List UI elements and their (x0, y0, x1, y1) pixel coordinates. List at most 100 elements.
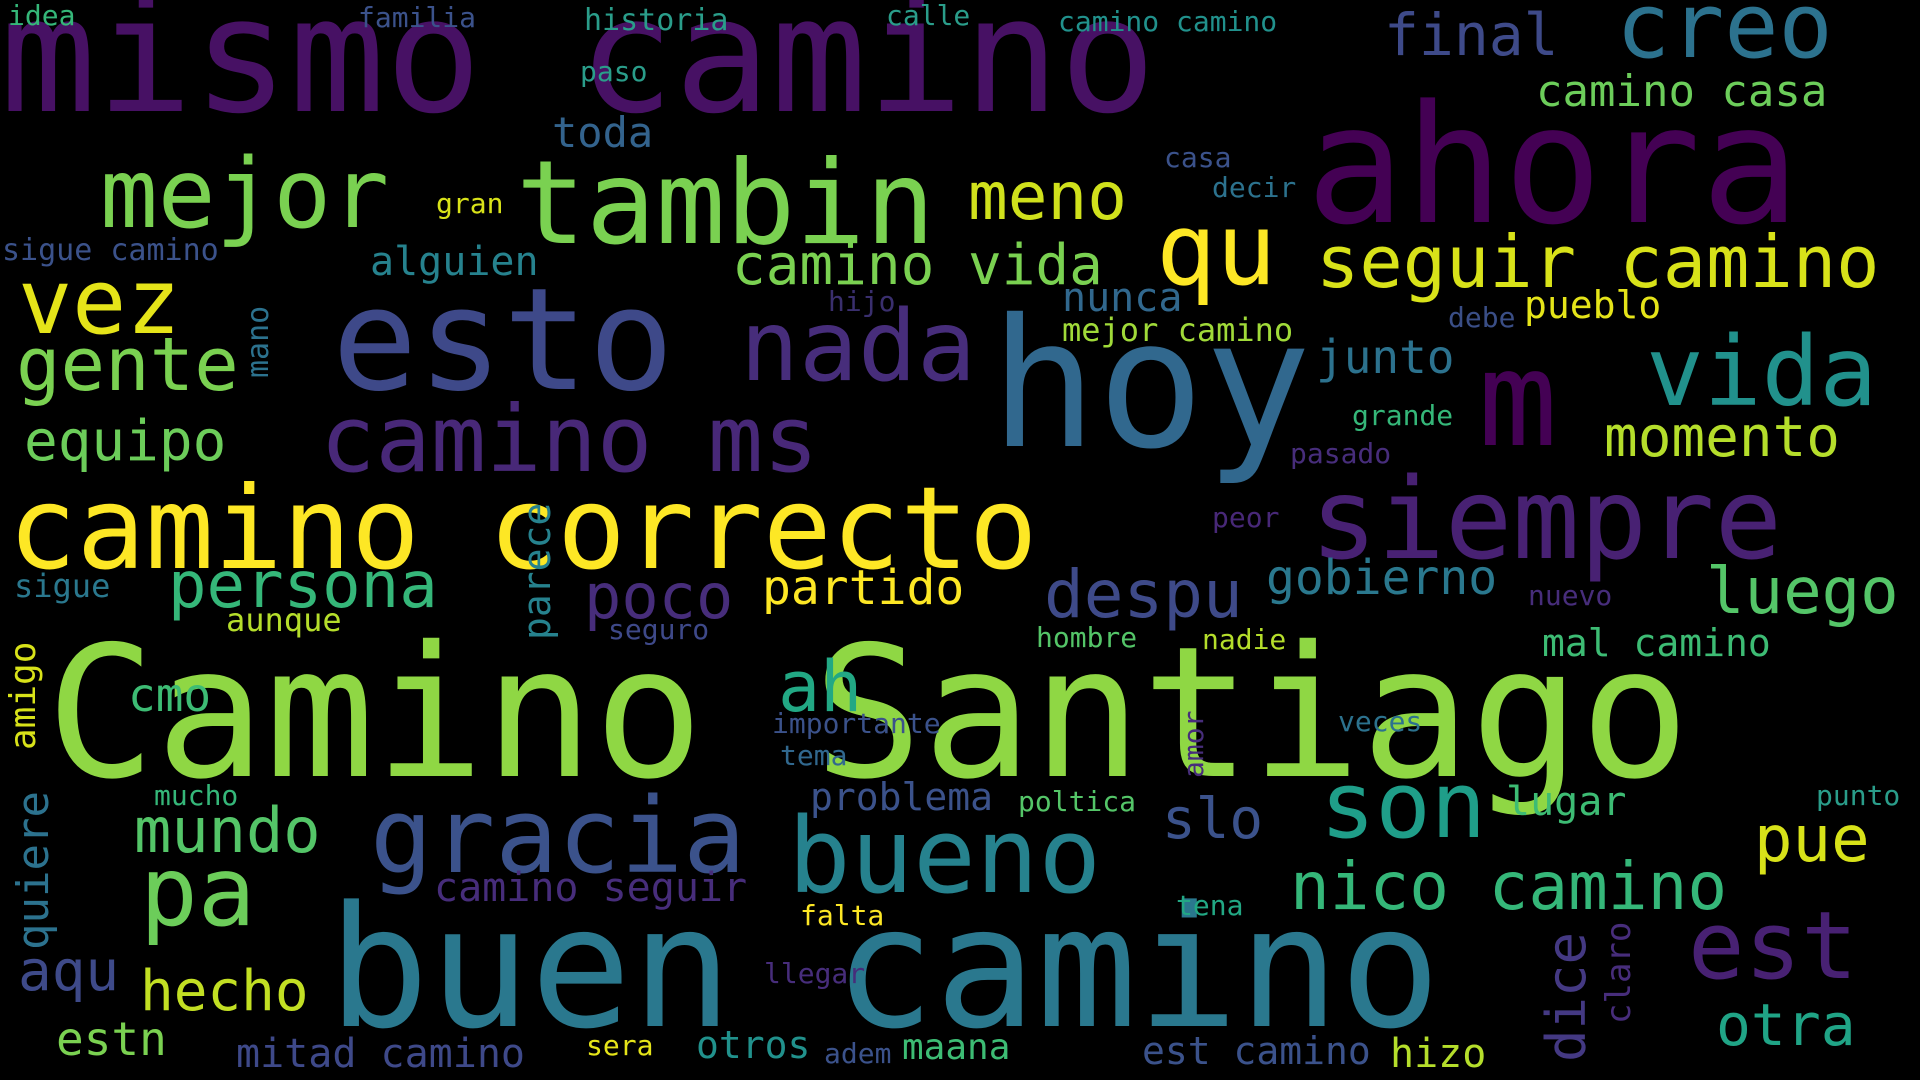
word-000: Camino Santiago (46, 607, 1690, 819)
word-038: slo (1162, 787, 1264, 852)
word-050: camino seguir (434, 865, 748, 911)
word-097: llegar (764, 957, 866, 990)
word-014: qu (1156, 191, 1277, 308)
word-028: mundo (134, 794, 321, 867)
word-075: gran (436, 187, 504, 220)
word-061: parece (515, 502, 559, 640)
word-004: hoy (990, 281, 1312, 488)
word-023: gente (16, 322, 239, 408)
word-041: partido (762, 560, 965, 616)
word-056: maana (902, 1027, 1011, 1068)
word-006: esto (332, 258, 674, 423)
word-072: camino camino (1058, 5, 1278, 38)
word-013: camino ms (320, 386, 819, 493)
word-022: seguir camino (1316, 220, 1880, 304)
word-065: sigue camino (2, 233, 219, 268)
word-086: hombre (1036, 621, 1138, 654)
word-017: creo (1616, 0, 1833, 79)
word-051: mal camino (1542, 621, 1771, 665)
word-093: poltica (1018, 785, 1137, 818)
word-040: aqu (18, 939, 120, 1004)
word-009: m (1478, 323, 1558, 477)
word-067: sigue (14, 567, 111, 605)
word-032: camino vida (732, 233, 1103, 298)
word-049: toda (552, 108, 654, 157)
word-077: decir (1212, 171, 1297, 204)
word-016: mejor (100, 138, 389, 250)
word-084: nuevo (1528, 579, 1613, 612)
word-099: adem (824, 1037, 892, 1070)
word-043: dice (1535, 931, 1598, 1062)
word-052: hizo (1390, 1031, 1487, 1077)
word-076: casa (1164, 141, 1232, 174)
word-062: amigo (3, 641, 44, 750)
word-031: final (1384, 1, 1559, 69)
word-001: buen camino (328, 870, 1441, 1066)
word-003: camino correcto (8, 462, 1038, 595)
word-069: historia (584, 3, 729, 38)
word-085: seguro (608, 613, 710, 646)
word-088: importante (772, 707, 941, 740)
word-081: grande (1352, 399, 1454, 432)
word-024: nico camino (1290, 848, 1728, 925)
word-048: mitad camino (236, 1031, 525, 1077)
word-007: siempre (1310, 455, 1783, 585)
word-053: est camino (1142, 1029, 1371, 1073)
word-012: bueno (788, 795, 1102, 917)
word-078: hijo (828, 285, 896, 318)
word-096: falta (800, 899, 885, 932)
word-055: otros (696, 1023, 811, 1067)
word-002: mismo camino (0, 0, 1156, 149)
word-058: lugar (1506, 779, 1627, 825)
word-021: est (1688, 892, 1858, 1001)
word-095: tena (1176, 889, 1244, 922)
word-059: alguien (370, 239, 539, 285)
word-036: hecho (140, 959, 309, 1024)
word-089: veces (1338, 705, 1423, 738)
word-073: idea (8, 0, 76, 32)
word-037: poco (584, 560, 734, 633)
word-070: familia (358, 1, 477, 34)
word-094: punto (1816, 779, 1901, 812)
word-044: camino casa (1536, 66, 1828, 117)
word-064: mejor camino (1062, 311, 1294, 349)
word-090: tema (780, 739, 848, 772)
word-083: peor (1212, 501, 1280, 534)
word-047: cmo (128, 668, 212, 722)
word-098: sera (586, 1029, 654, 1062)
word-071: calle (886, 0, 971, 32)
word-045: junto (1316, 330, 1455, 384)
word-082: pasado (1290, 437, 1392, 470)
word-091: amor (1177, 710, 1210, 778)
word-068: claro (1599, 921, 1639, 1024)
word-011: vida (1646, 316, 1878, 428)
word-092: mucho (154, 779, 239, 812)
word-039: otra (1716, 991, 1856, 1059)
word-033: momento (1604, 405, 1841, 470)
word-063: pueblo (1524, 283, 1662, 327)
word-018: son (1320, 752, 1487, 859)
word-030: meno (968, 158, 1127, 235)
word-057: problema (810, 775, 994, 819)
word-074: paso (580, 55, 648, 88)
word-079: mano (241, 305, 276, 378)
word-008: tambin (516, 136, 936, 271)
word-042: gobierno (1266, 550, 1498, 606)
word-027: persona (168, 549, 438, 623)
word-066: aunque (226, 601, 342, 639)
word-087: nadie (1202, 623, 1287, 656)
word-054: nunca (1062, 275, 1183, 321)
word-025: despu (1044, 556, 1243, 633)
word-080: debe (1448, 301, 1516, 334)
word-046: estn (56, 1012, 167, 1066)
word-015: nada (740, 290, 977, 404)
word-035: pue (1754, 803, 1870, 877)
word-029: ah (778, 646, 863, 728)
word-034: equipo (24, 409, 227, 474)
word-010: gracia (370, 775, 746, 897)
word-019: pa (140, 836, 256, 948)
word-026: luego (1706, 555, 1899, 629)
word-005: ahora (1306, 70, 1800, 261)
word-060: quiere (8, 791, 59, 950)
